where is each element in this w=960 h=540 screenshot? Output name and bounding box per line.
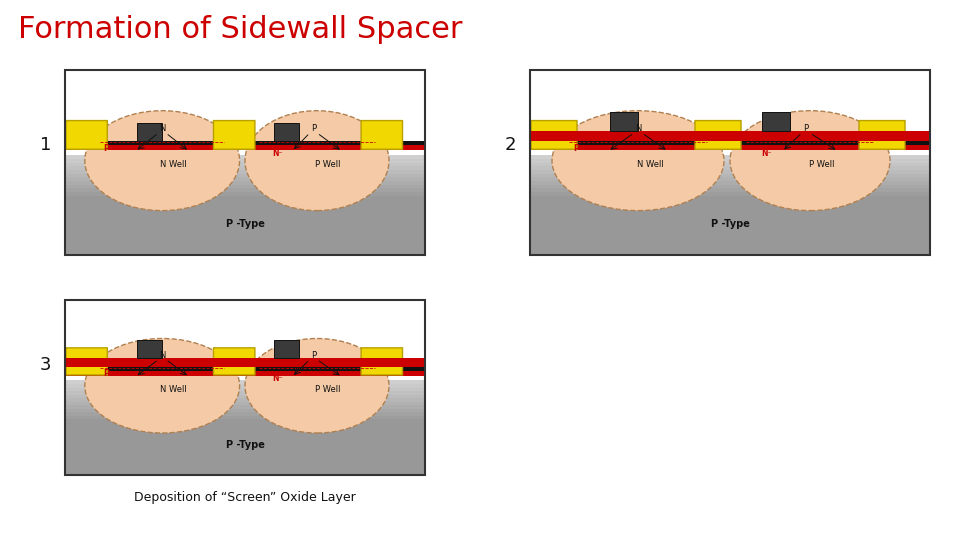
FancyBboxPatch shape <box>361 120 402 149</box>
Text: N Well: N Well <box>159 384 186 394</box>
Bar <box>65 195 425 199</box>
Text: P -Type: P -Type <box>226 219 264 228</box>
Bar <box>274 340 299 357</box>
Bar <box>530 141 930 145</box>
Bar <box>530 131 930 141</box>
Text: 3: 3 <box>40 356 52 374</box>
Text: P: P <box>311 350 316 360</box>
Bar <box>610 112 638 131</box>
FancyBboxPatch shape <box>213 348 255 375</box>
Bar <box>65 173 425 177</box>
Text: 1: 1 <box>40 136 52 154</box>
FancyBboxPatch shape <box>66 120 108 149</box>
Text: P -Type: P -Type <box>710 219 750 228</box>
Text: N⁻: N⁻ <box>760 148 771 158</box>
Bar <box>65 418 425 422</box>
Bar <box>530 173 930 177</box>
Text: P: P <box>804 124 808 133</box>
Bar <box>530 188 930 192</box>
Bar <box>65 367 425 371</box>
Bar <box>65 371 425 376</box>
Bar <box>530 145 930 150</box>
Bar <box>65 184 425 188</box>
Bar <box>65 145 425 150</box>
Bar <box>530 158 930 163</box>
Bar <box>65 411 425 415</box>
Ellipse shape <box>245 111 389 211</box>
Text: P Well: P Well <box>315 160 341 169</box>
Text: Deposition of “Screen” Oxide Layer: Deposition of “Screen” Oxide Layer <box>134 491 356 504</box>
FancyBboxPatch shape <box>361 348 402 375</box>
Bar <box>65 180 425 185</box>
Text: N Well: N Well <box>636 160 663 169</box>
Bar <box>137 123 162 141</box>
Bar <box>530 177 930 181</box>
Bar <box>65 158 425 163</box>
Bar <box>65 188 425 192</box>
Bar <box>530 155 930 159</box>
Bar <box>65 162 425 166</box>
Ellipse shape <box>84 111 240 211</box>
Bar <box>530 184 930 188</box>
Bar <box>65 404 425 408</box>
Bar <box>65 300 425 475</box>
FancyBboxPatch shape <box>531 120 577 149</box>
Bar <box>530 195 930 199</box>
Ellipse shape <box>552 111 724 211</box>
Bar <box>65 383 425 388</box>
Text: P: P <box>104 144 109 153</box>
Text: P Well: P Well <box>315 384 341 394</box>
Bar <box>530 162 930 166</box>
Ellipse shape <box>84 339 240 433</box>
Bar <box>530 70 930 255</box>
Bar <box>137 340 162 357</box>
Text: N: N <box>159 350 165 360</box>
Text: P -Type: P -Type <box>226 440 264 450</box>
Bar <box>65 170 425 173</box>
FancyBboxPatch shape <box>695 120 741 149</box>
Bar <box>530 166 930 170</box>
Bar <box>530 159 930 255</box>
Bar <box>65 384 425 475</box>
Text: P: P <box>311 124 316 133</box>
Text: N Well: N Well <box>159 160 186 169</box>
Bar <box>65 155 425 159</box>
Text: P: P <box>104 369 109 379</box>
Bar <box>65 394 425 398</box>
Bar <box>530 192 930 196</box>
Bar <box>65 159 425 255</box>
Text: Formation of Sidewall Spacer: Formation of Sidewall Spacer <box>18 15 463 44</box>
Text: P Well: P Well <box>809 160 835 169</box>
Bar <box>65 70 425 255</box>
Bar <box>530 170 930 173</box>
Text: P: P <box>573 144 579 153</box>
Bar <box>65 357 425 367</box>
Bar <box>762 112 790 131</box>
FancyBboxPatch shape <box>66 348 108 375</box>
FancyBboxPatch shape <box>859 120 905 149</box>
Ellipse shape <box>245 339 389 433</box>
Text: N⁻: N⁻ <box>272 148 282 158</box>
Bar <box>65 415 425 419</box>
Text: 2: 2 <box>505 136 516 154</box>
FancyBboxPatch shape <box>213 120 255 149</box>
Bar <box>65 397 425 402</box>
Bar <box>65 380 425 384</box>
Ellipse shape <box>730 111 890 211</box>
Bar <box>65 401 425 405</box>
Bar <box>65 192 425 196</box>
Text: N⁻: N⁻ <box>272 374 282 383</box>
Bar <box>65 141 425 145</box>
Bar <box>65 387 425 391</box>
Bar <box>65 408 425 412</box>
Text: N: N <box>159 124 165 133</box>
Text: N: N <box>635 124 641 133</box>
Bar <box>65 177 425 181</box>
Bar <box>65 166 425 170</box>
Bar <box>65 390 425 395</box>
Bar <box>274 123 299 141</box>
Bar <box>530 180 930 185</box>
